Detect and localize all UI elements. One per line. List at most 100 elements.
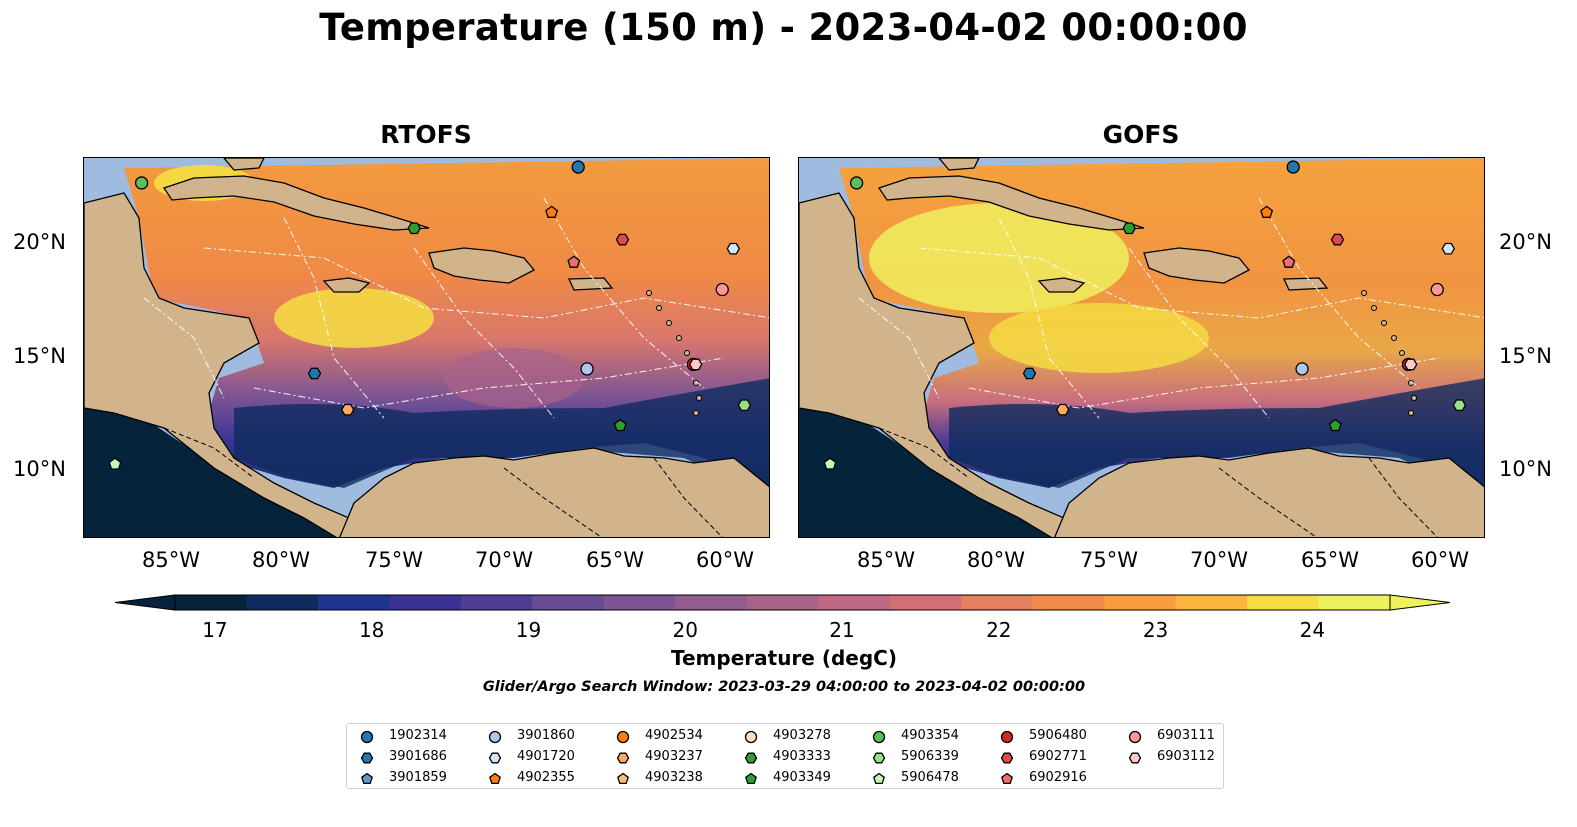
legend-label: 4903333	[773, 749, 831, 764]
colorbar-frame	[174, 594, 1391, 611]
colorbar-segment	[460, 595, 533, 610]
lat-label-15n-right: 15°N	[1499, 344, 1552, 368]
legend-label: 4902355	[517, 770, 575, 785]
float-marker-1902314	[1286, 160, 1300, 174]
legend-label: 5906478	[901, 770, 959, 785]
country-border	[1368, 457, 1438, 537]
country-border	[878, 427, 970, 479]
lesser-antilles-island	[1371, 305, 1377, 311]
lesser-antilles-island	[1361, 290, 1367, 296]
lesser-antilles-island	[1391, 335, 1397, 341]
float-marker-4903333	[1122, 222, 1136, 235]
eez-boundary	[858, 297, 940, 399]
colorbar-segment	[175, 595, 248, 610]
lat-label-10n-right: 10°N	[1499, 457, 1552, 481]
float-marker-3901860	[580, 362, 594, 376]
lesser-antilles-island	[666, 320, 672, 326]
float-marker-6902771	[615, 233, 630, 246]
colorbar-segment	[532, 595, 605, 610]
search-window-text: Glider/Argo Search Window: 2023-03-29 04…	[482, 679, 1086, 695]
panel-title-rtofs: RTOFS	[380, 120, 472, 149]
legend-label: 4902534	[645, 728, 703, 743]
lon-label-80w: 80°W	[967, 548, 1025, 572]
central-america	[799, 192, 1088, 537]
float-marker-5906339	[737, 399, 752, 412]
eez-boundary	[1258, 197, 1420, 389]
colorbar-segment	[818, 595, 891, 610]
float-marker-4901720	[726, 242, 741, 255]
warm-core	[274, 288, 434, 348]
legend-label: 6902771	[1029, 749, 1087, 764]
legend-label: 5906480	[1029, 728, 1087, 743]
south-america	[339, 447, 769, 537]
eez-boundary	[998, 217, 1100, 419]
lon-label-60w: 60°W	[696, 548, 754, 572]
warm-core	[989, 303, 1209, 373]
legend-marker-pentagon	[745, 772, 757, 785]
float-marker-6903111	[715, 282, 729, 297]
rtofs-map	[83, 157, 770, 538]
eez-boundary	[968, 357, 1440, 409]
float-marker-6903111	[1430, 282, 1444, 297]
colorbar-segment	[246, 595, 319, 610]
hispaniola	[428, 247, 536, 284]
float-marker-6903112	[1403, 358, 1418, 371]
colorbar-segment	[889, 595, 962, 610]
legend-marker-hexagon	[1000, 752, 1014, 764]
legend-marker-circle	[360, 730, 374, 744]
colorbar-segment	[1175, 595, 1248, 610]
lesser-antilles-island	[1381, 320, 1387, 326]
legend-marker-circle	[488, 730, 502, 744]
float-marker-4901720	[1441, 242, 1456, 255]
country-border	[1218, 467, 1317, 537]
legend-label: 3901686	[389, 749, 447, 764]
lat-label-20n-left: 20°N	[13, 230, 66, 254]
float-legend: 1902314 3901686 3901859 3901860 4901720 49023…	[346, 723, 1224, 789]
legend-marker-hexagon	[744, 752, 758, 764]
lesser-antilles-island	[656, 305, 662, 311]
float-marker-4903237	[340, 403, 355, 416]
lon-label-75w: 75°W	[365, 548, 423, 572]
lat-label-15n-left: 15°N	[13, 344, 66, 368]
legend-label: 1902314	[389, 728, 447, 743]
florida	[223, 158, 265, 171]
lon-label-65w: 65°W	[1301, 548, 1359, 572]
hispaniola	[1143, 247, 1251, 284]
lon-label-70w: 70°W	[1190, 548, 1248, 572]
colorbar-segment	[1247, 595, 1320, 610]
float-marker-5906478	[108, 457, 122, 470]
float-marker-4903349	[1328, 418, 1342, 432]
figure-title: Temperature (150 m) - 2023-04-02 00:00:0…	[319, 6, 1248, 49]
lon-label-70w: 70°W	[475, 548, 533, 572]
legend-label: 4903238	[645, 770, 703, 785]
colorbar-segment	[746, 595, 819, 610]
lon-label-85w: 85°W	[142, 548, 200, 572]
colorbar-tick-label: 24	[1299, 618, 1326, 642]
cold-band	[949, 378, 1484, 498]
float-marker-6902916	[1282, 255, 1296, 268]
legend-label: 4901720	[517, 749, 575, 764]
legend-label: 4903278	[773, 728, 831, 743]
legend-marker-pentagon	[873, 772, 885, 785]
legend-label: 6903112	[1157, 749, 1215, 764]
float-marker-4903354	[134, 176, 149, 190]
legend-label: 4903237	[645, 749, 703, 764]
colorbar-tick-label: 17	[202, 618, 228, 642]
colorbar-segment	[675, 595, 748, 610]
legend-label: 3901859	[389, 770, 447, 785]
float-marker-3901686	[1022, 367, 1037, 380]
legend-marker-hexagon	[488, 752, 502, 764]
eez-boundary	[283, 217, 385, 419]
legend-marker-circle	[1000, 730, 1014, 744]
float-marker-4902355	[545, 205, 559, 218]
colorbar-segment	[1032, 595, 1105, 610]
legend-label: 6902916	[1029, 770, 1087, 785]
float-marker-4903349	[613, 418, 627, 432]
colorbar-segment	[1104, 595, 1177, 610]
colorbar-tick-label: 19	[515, 618, 542, 642]
float-marker-4903354	[849, 176, 864, 190]
puerto-rico	[1283, 277, 1329, 291]
lat-label-10n-left: 10°N	[13, 457, 66, 481]
legend-marker-hexagon	[616, 752, 630, 764]
float-marker-1902314	[571, 160, 585, 174]
